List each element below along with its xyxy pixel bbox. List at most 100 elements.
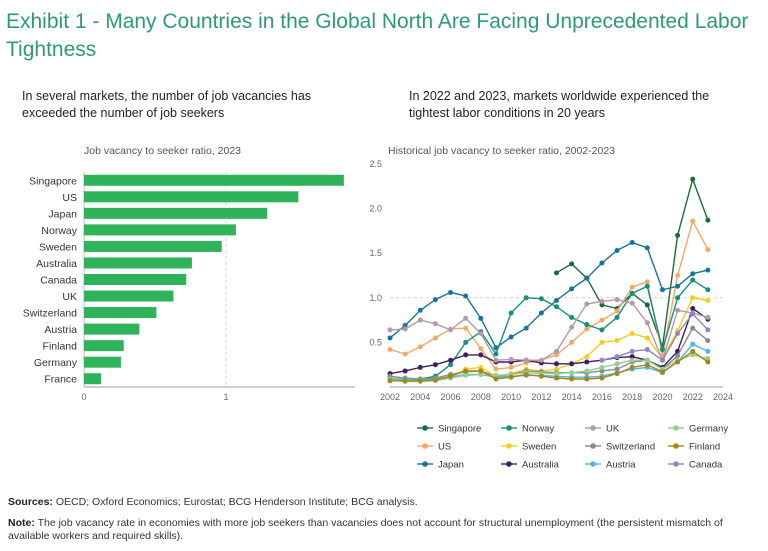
series-point-sweden (599, 339, 605, 345)
bar-canada (84, 274, 187, 285)
legend-swatch-dot (506, 443, 512, 449)
line-y-tick: 1.5 (369, 248, 382, 258)
series-point-uk (554, 348, 559, 354)
bar-us (84, 191, 299, 203)
series-point-uk (599, 298, 605, 304)
legend-label: Japan (438, 460, 464, 471)
series-point-canada (614, 354, 620, 360)
series-point-us (644, 279, 650, 285)
series-line-uk (389, 298, 709, 363)
series-point-us (705, 247, 711, 253)
series-point-germany (554, 371, 559, 377)
legend-item-us: US (417, 442, 451, 453)
series-point-japan (705, 267, 711, 273)
legend-item-sweden: Sweden (501, 442, 556, 453)
series-point-germany (493, 372, 499, 378)
series-point-singapore (690, 176, 696, 182)
series-point-finland (508, 374, 514, 380)
note-label: Note: (8, 517, 35, 529)
series-point-sweden (690, 295, 696, 301)
legend-label: UK (606, 424, 620, 435)
legend-item-finland: Finland (668, 442, 720, 453)
legend-item-norway: Norway (501, 424, 554, 435)
series-line-japan (389, 241, 709, 349)
series-point-uk (387, 327, 393, 333)
legend-swatch-dot (506, 461, 512, 467)
legend-swatch-dot (673, 443, 679, 449)
series-point-uk (478, 330, 484, 336)
series-point-japan (508, 334, 514, 340)
line-x-tick: 2010 (501, 392, 521, 402)
series-point-australia (448, 357, 454, 363)
legend-item-germany: Germany (668, 424, 728, 435)
series-point-norway (690, 277, 696, 283)
legend-label: Austria (606, 460, 636, 471)
series-point-norway (554, 304, 559, 310)
series-point-finland (599, 375, 605, 381)
legend-swatch-dot (590, 425, 596, 431)
bar-austria (84, 323, 140, 335)
series-point-uk (614, 297, 620, 303)
series-point-germany (629, 357, 635, 363)
line-x-tick: 2022 (683, 392, 703, 402)
legend-swatch-dot (506, 425, 512, 431)
series-line-finland (390, 350, 709, 382)
bar-norway (84, 224, 236, 236)
series-line-germany (389, 354, 709, 383)
legend-label: Germany (689, 424, 728, 435)
legend-label: US (438, 442, 451, 453)
line-x-tick: 2006 (441, 392, 461, 402)
series-point-austria (705, 348, 711, 354)
series-point-australia (478, 352, 484, 358)
series-point-germany (463, 372, 469, 378)
bar-label-norway: Norway (41, 225, 77, 237)
line-x-tick: 2002 (380, 392, 400, 402)
legend-item-switzerland: Switzerland (585, 442, 655, 453)
series-canada (599, 311, 711, 363)
series-point-japan (659, 287, 665, 293)
series-point-australia (402, 368, 408, 374)
series-point-norway (614, 314, 620, 320)
series-point-switzerland (614, 366, 620, 372)
line-x-tick: 2014 (562, 392, 582, 402)
series-point-us (614, 308, 620, 314)
line-x-tick: 2016 (592, 392, 612, 402)
line-x-tick: 2008 (471, 392, 491, 402)
series-point-uk (402, 326, 408, 332)
series-point-us (675, 273, 681, 278)
series-point-switzerland (690, 325, 696, 331)
series-point-canada (690, 311, 696, 317)
series-australia (387, 306, 711, 377)
series-point-finland (675, 359, 681, 365)
bar-france (84, 373, 102, 385)
legend-label: Singapore (438, 424, 481, 435)
series-point-japan (448, 289, 454, 295)
series-point-us (569, 339, 575, 345)
series-line-us (389, 219, 709, 370)
series-point-finland (478, 368, 484, 374)
line-y-tick: 2.0 (369, 204, 382, 214)
bar-label-finland: Finland (43, 341, 78, 353)
series-point-finland (569, 376, 575, 382)
series-point-norway (705, 287, 711, 293)
bar-label-canada: Canada (40, 275, 77, 287)
series-point-uk (629, 300, 635, 306)
line-chart-title: Historical job vacancy to seeker ratio, … (388, 145, 616, 157)
series-point-switzerland (705, 338, 711, 344)
right-subtitle: In 2022 and 2023, markets worldwide expe… (409, 89, 710, 120)
series-point-sweden (629, 330, 635, 336)
legend-label: Sweden (522, 442, 556, 453)
bar-finland (84, 340, 124, 352)
series-point-norway (675, 295, 681, 301)
series-point-germany (644, 357, 650, 363)
series-point-uk (675, 307, 681, 313)
bar-singapore (84, 174, 344, 186)
bar-label-france: France (44, 374, 77, 386)
series-point-norway (463, 339, 469, 345)
note-text: The job vacancy rate in economies with m… (8, 517, 723, 542)
series-point-japan (690, 271, 696, 277)
series-point-us (402, 351, 408, 357)
series-point-us (417, 344, 423, 350)
series-point-germany (584, 368, 590, 374)
